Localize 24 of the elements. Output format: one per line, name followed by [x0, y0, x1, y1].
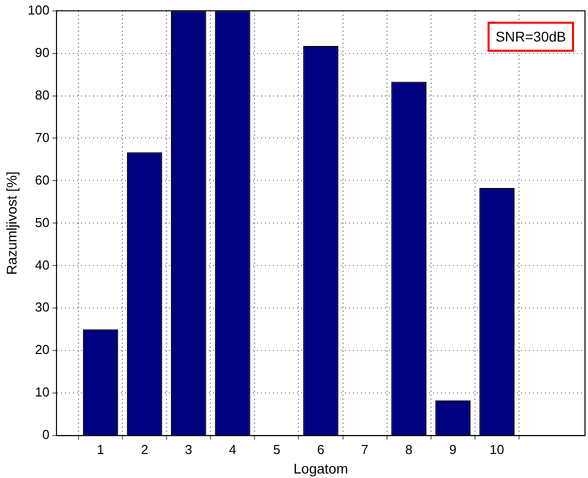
y-tick-label: 70 [35, 130, 50, 145]
y-tick-label: 60 [35, 172, 50, 188]
x-tick-label: 9 [449, 442, 456, 457]
y-tick-label: 40 [35, 257, 50, 272]
x-tick-label: 1 [96, 442, 104, 457]
y-tick-label: 90 [35, 44, 50, 60]
x-tick-label: 3 [185, 442, 192, 457]
y-tick-label: 20 [35, 342, 50, 358]
y-tick-label: 50 [35, 214, 50, 230]
x-tick-label: 2 [140, 442, 148, 457]
y-tick-label: 80 [35, 87, 50, 102]
x-tick-label: 5 [273, 442, 280, 457]
y-tick-label: 30 [35, 300, 50, 315]
annotation: SNR=30dB [496, 28, 566, 45]
x-tick-label: 4 [229, 442, 236, 457]
x-tick-label: 7 [361, 442, 368, 457]
y-axis-title: Razumljivost [%] [3, 171, 20, 275]
y-tick-label: 100 [28, 2, 50, 18]
x-tick-label: 8 [405, 442, 412, 457]
x-tick-label: 6 [317, 442, 324, 457]
x-axis-title: Logatom [294, 460, 348, 476]
x-tick-label: 10 [490, 442, 504, 457]
y-tick-label: 10 [35, 384, 50, 400]
y-tick-label: 0 [42, 427, 50, 442]
